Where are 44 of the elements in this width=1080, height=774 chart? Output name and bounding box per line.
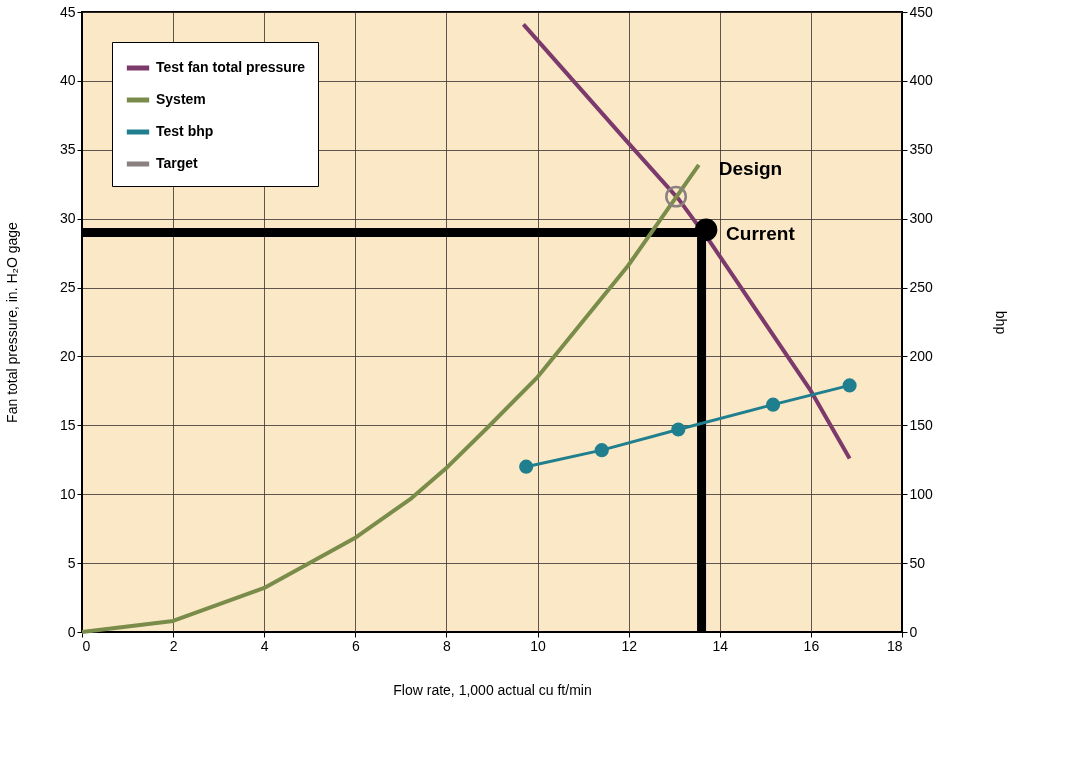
line-series (521, 22, 852, 461)
point (594, 443, 609, 458)
y-tick-label: 25 (59, 279, 76, 296)
x-tick-label: 14 (712, 637, 729, 654)
y-tick-label: 10 (59, 485, 76, 502)
y2-tick-label: 250 (909, 279, 934, 296)
point (671, 422, 686, 437)
legend-label: Target (156, 155, 199, 171)
y2-tick-label: 400 (909, 72, 934, 89)
x-tick-label: 18 (886, 637, 903, 654)
x-tick-label: 0 (82, 637, 91, 654)
y2-tick-label: 100 (909, 485, 934, 502)
point (519, 459, 534, 474)
y2-tick-label: 0 (909, 623, 918, 640)
y-tick-label: 30 (59, 210, 76, 227)
x-tick-label: 16 (803, 637, 820, 654)
x-tick-label: 6 (351, 637, 360, 654)
x-tick-label: 8 (443, 637, 452, 654)
y2-tick-label: 350 (909, 141, 934, 158)
y-tick-label: 35 (59, 141, 76, 158)
y-tick-label: 45 (59, 3, 76, 20)
point (842, 378, 857, 393)
y-tick-label: 20 (59, 347, 76, 364)
y2-tick-label: 200 (909, 347, 934, 364)
legend-label: System (156, 91, 206, 107)
y2-tick-label: 150 (909, 416, 934, 433)
y-tick-label: 0 (67, 623, 76, 640)
legend-label: Test bhp (156, 123, 214, 139)
x-axis-title: Flow rate, 1,000 actual cu ft/min (393, 681, 592, 698)
y-tick-label: 15 (59, 416, 76, 433)
y2-tick-label: 50 (909, 554, 926, 571)
point (766, 397, 781, 412)
legend-label: Test fan total pressure (156, 59, 306, 75)
y2-tick-label: 300 (909, 210, 934, 227)
annotation: Current (726, 222, 796, 244)
y2-axis-title: bhp (992, 310, 1009, 335)
x-tick-label: 12 (621, 637, 638, 654)
y2-tick-label: 450 (909, 3, 934, 20)
y-tick-label: 5 (67, 554, 76, 571)
x-tick-label: 2 (169, 637, 178, 654)
x-tick-label: 4 (260, 637, 269, 654)
x-tick-label: 10 (530, 637, 547, 654)
y-axis-title: Fan total pressure, in. H₂O gage (3, 221, 20, 423)
y-tick-label: 40 (59, 72, 76, 89)
